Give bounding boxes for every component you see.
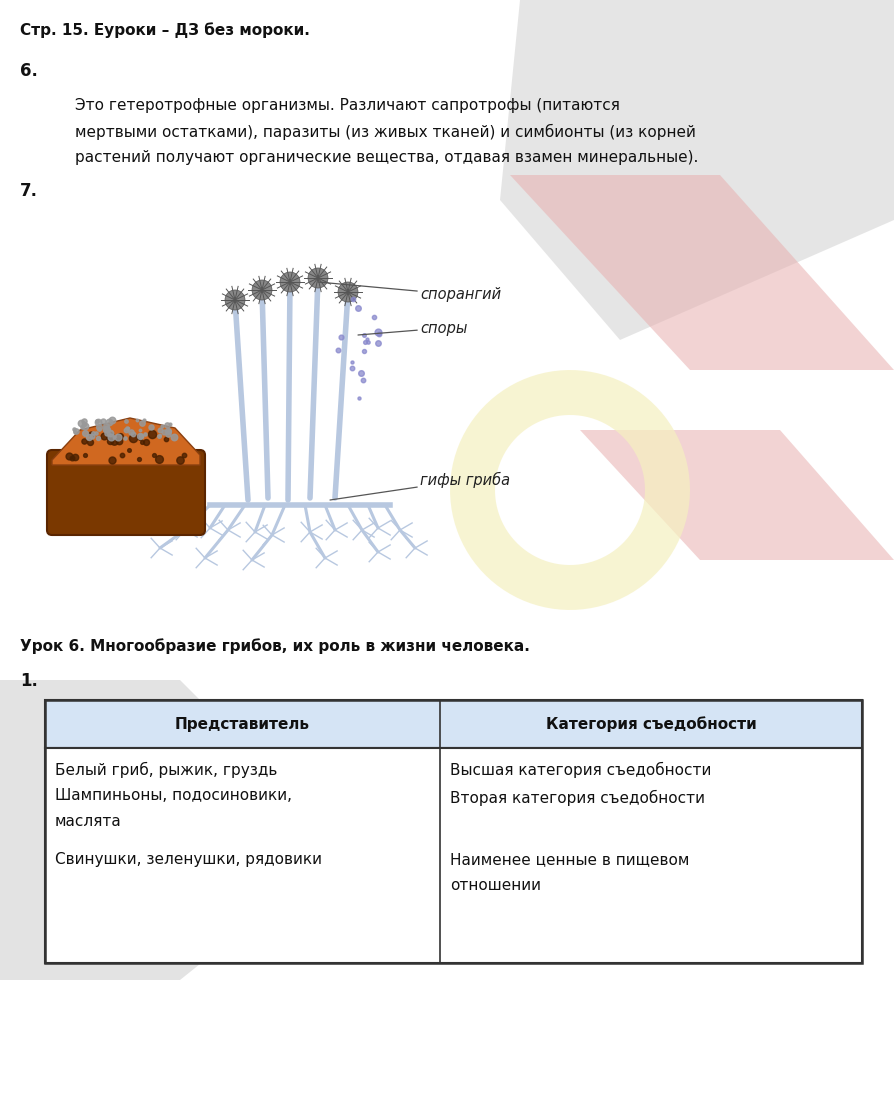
Circle shape	[308, 268, 328, 288]
Polygon shape	[500, 0, 894, 340]
FancyBboxPatch shape	[45, 701, 862, 748]
Text: Наименее ценные в пищевом: Наименее ценные в пищевом	[450, 852, 689, 867]
FancyBboxPatch shape	[45, 748, 862, 963]
Polygon shape	[580, 430, 894, 560]
Polygon shape	[0, 680, 280, 981]
Text: мертвыми остатками), паразиты (из живых тканей) и симбионты (из корней: мертвыми остатками), паразиты (из живых …	[75, 124, 696, 141]
FancyBboxPatch shape	[47, 450, 205, 535]
Polygon shape	[450, 370, 690, 610]
Polygon shape	[510, 175, 894, 370]
Text: Урок 6. Многообразие грибов, их роль в жизни человека.: Урок 6. Многообразие грибов, их роль в ж…	[20, 638, 530, 653]
Text: растений получают органические вещества, отдавая взамен минеральные).: растений получают органические вещества,…	[75, 150, 698, 165]
Text: споры: споры	[358, 321, 468, 336]
Text: маслята: маслята	[55, 814, 122, 829]
Circle shape	[252, 280, 272, 300]
Text: Шампиньоны, подосиновики,: Шампиньоны, подосиновики,	[55, 788, 292, 803]
Text: 1.: 1.	[20, 672, 38, 690]
Text: Это гетеротрофные организмы. Различают сапротрофы (питаются: Это гетеротрофные организмы. Различают с…	[75, 98, 620, 113]
Circle shape	[338, 282, 358, 302]
Text: отношении: отношении	[450, 878, 541, 893]
Circle shape	[280, 272, 300, 292]
Text: Категория съедобности: Категория съедобности	[545, 716, 756, 732]
Text: гифы гриба: гифы гриба	[330, 472, 510, 500]
Text: Стр. 15. Еуроки – ДЗ без мороки.: Стр. 15. Еуроки – ДЗ без мороки.	[20, 22, 310, 37]
Text: спорангий: спорангий	[318, 282, 502, 303]
Text: Представитель: Представитель	[175, 717, 310, 731]
Text: Высшая категория съедобности: Высшая категория съедобности	[450, 762, 712, 778]
Text: 6.: 6.	[20, 61, 38, 80]
Text: Вторая категория съедобности: Вторая категория съедобности	[450, 789, 705, 806]
Text: 7.: 7.	[20, 182, 38, 200]
Text: Белый гриб, рыжик, груздь: Белый гриб, рыжик, груздь	[55, 762, 277, 778]
Circle shape	[225, 290, 245, 310]
Text: Свинушки, зеленушки, рядовики: Свинушки, зеленушки, рядовики	[55, 852, 322, 867]
Polygon shape	[52, 418, 200, 464]
